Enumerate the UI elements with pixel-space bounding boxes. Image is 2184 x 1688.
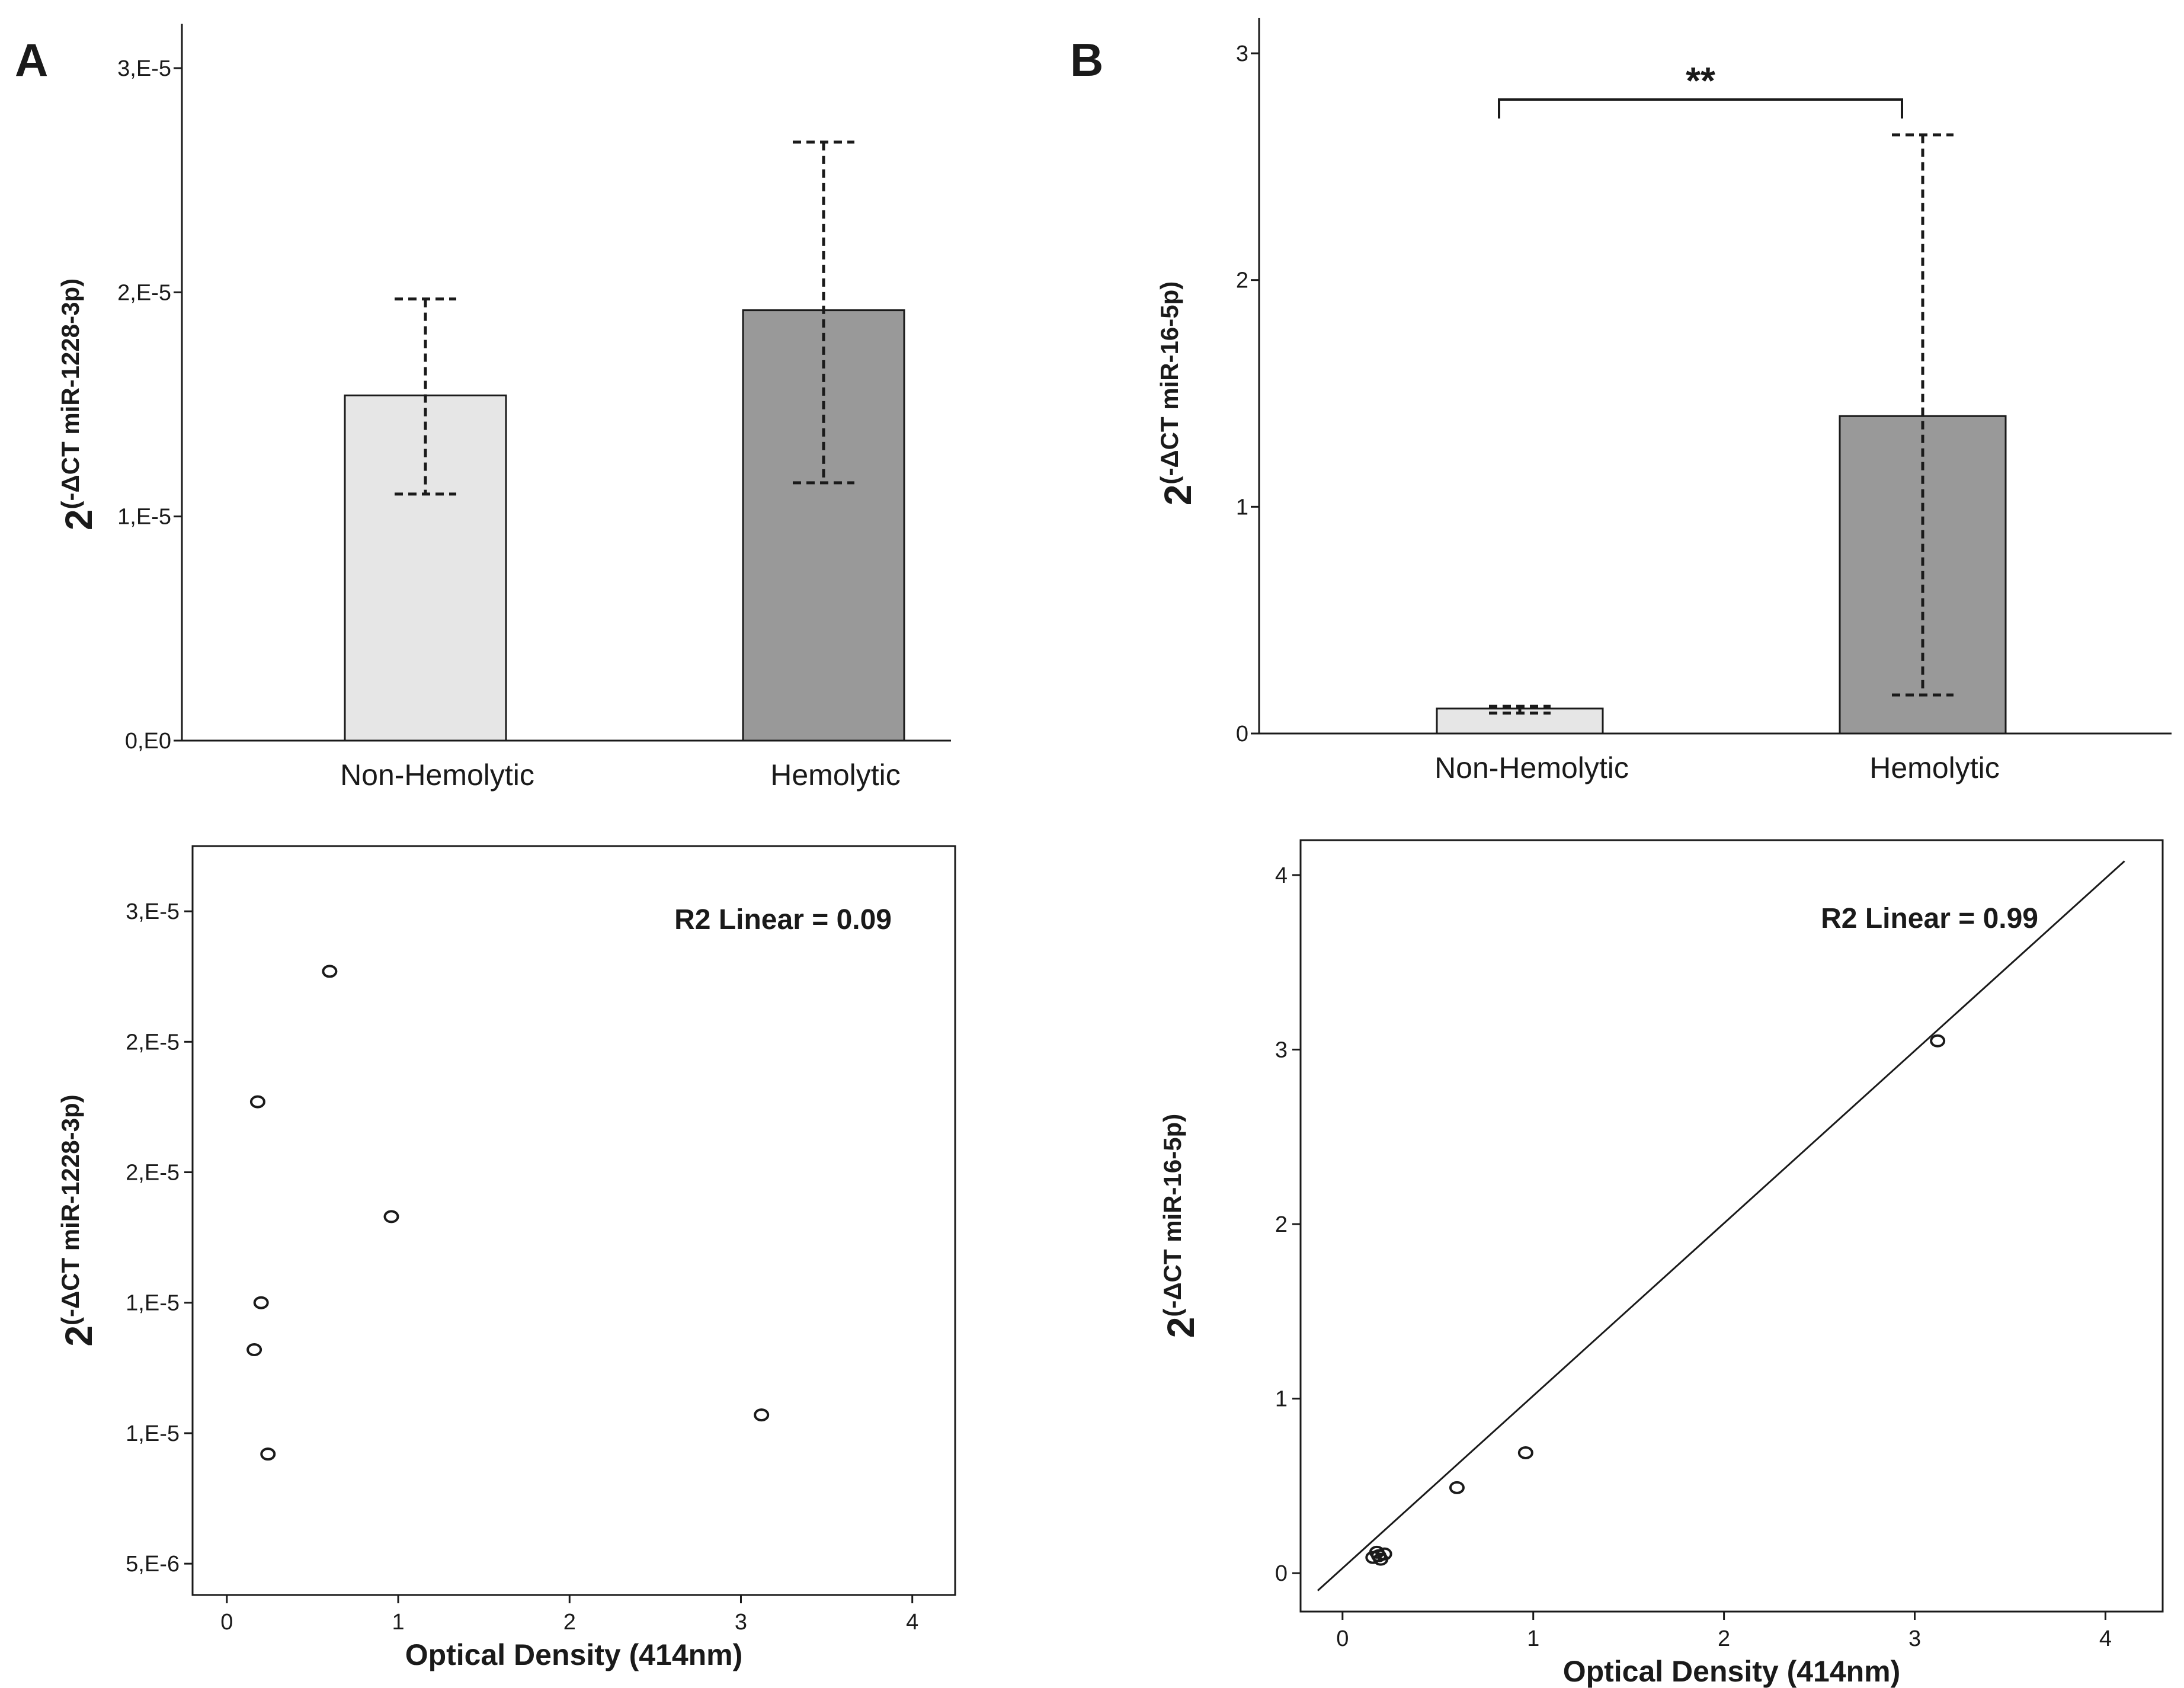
y-tick-label: 3 [1236, 41, 1248, 66]
y-tick-label: 1,E-5 [126, 1421, 180, 1446]
data-point [1517, 1446, 1533, 1459]
y-axis-title-base: 2 [57, 1325, 100, 1347]
y-tick-label: 5,E-6 [126, 1552, 180, 1577]
data-point [1930, 1034, 1946, 1048]
panel-label-b: B [1070, 34, 1103, 86]
y-tick-label: 2 [1236, 268, 1248, 293]
y-tick-label: 2,E-5 [117, 280, 171, 305]
y-tick-label: 1 [1236, 495, 1248, 520]
y-axis-title-superscript: (-ΔCT miR-1228-3p) [56, 278, 84, 510]
y-tick-label: 3 [1275, 1037, 1288, 1062]
data-point [249, 1095, 265, 1109]
y-tick-label: 0,E0 [125, 729, 171, 754]
y-axis-title: 2(-ΔCT miR-1228-3p) [56, 278, 100, 530]
y-axis-title-superscript: (-ΔCT miR-16-5p) [1155, 281, 1183, 485]
x-tick-label: 2 [1718, 1626, 1730, 1651]
bar [344, 394, 507, 742]
x-tick-label: 2 [563, 1610, 576, 1635]
y-tick-label: 0 [1236, 722, 1248, 747]
x-axis-title: Optical Density (414nm) [405, 1638, 743, 1671]
data-point [1449, 1481, 1465, 1494]
y-axis-title-base: 2 [1160, 1317, 1202, 1338]
x-tick-label: 3 [735, 1610, 747, 1635]
y-tick-label: 2,E-5 [126, 1030, 180, 1055]
x-category-label: Non-Hemolytic [340, 758, 534, 792]
fit-line [1317, 860, 2125, 1591]
y-tick-label: 0 [1275, 1561, 1288, 1586]
y-tick-label: 1,E-5 [117, 505, 171, 530]
data-point [754, 1408, 770, 1422]
data-point [253, 1296, 269, 1309]
data-point [383, 1210, 399, 1223]
y-axis-title: 2(-ΔCT miR-16-5p) [1155, 281, 1199, 505]
x-tick-label: 1 [1527, 1626, 1539, 1651]
plot-frame [191, 845, 956, 1596]
x-category-label: Hemolytic [1869, 751, 1999, 784]
x-tick-label: 4 [906, 1610, 918, 1635]
y-axis-title-superscript: (-ΔCT miR-16-5p) [1158, 1114, 1186, 1317]
y-axis-title-base: 2 [1157, 485, 1199, 506]
data-point [246, 1343, 262, 1357]
chart-a-bar: 0,E0 1,E-5 2,E-5 3,E-5 Non-Hemolytic Hemolyti… [56, 24, 951, 792]
x-category-label: Hemolytic [770, 758, 900, 792]
y-tick-label: 4 [1275, 863, 1288, 888]
y-tick-label: 2 [1275, 1212, 1288, 1237]
y-tick-label: 1,E-5 [126, 1291, 180, 1316]
chart-b-scatter: 0 1 2 3 4 0 1 2 3 4 R2 Linear = 0.99 Optical Densit… [1158, 839, 2164, 1688]
y-tick-label: 2,E-5 [126, 1161, 180, 1186]
x-tick-label: 3 [1908, 1626, 1921, 1651]
x-tick-label: 1 [392, 1610, 404, 1635]
chart-a-scatter: 0 1 2 3 4 5,E-6 1,E-5 1,E-5 2,E-5 2,E-5 3,E-5 R2 Li… [56, 845, 956, 1671]
x-tick-label: 0 [220, 1610, 233, 1635]
significance-marker: ** [1686, 59, 1715, 102]
y-tick-label: 3,E-5 [126, 899, 180, 924]
significance-bracket [1498, 98, 1903, 118]
panel-label-a: A [15, 34, 48, 86]
data-point [1370, 1549, 1386, 1562]
r2-annotation: R2 Linear = 0.99 [1821, 903, 2038, 934]
x-category-label: Non-Hemolytic [1434, 751, 1629, 784]
x-tick-label: 0 [1336, 1626, 1349, 1651]
y-tick-label: 1 [1275, 1387, 1288, 1412]
y-tick-label: 3,E-5 [117, 56, 171, 81]
x-axis-title: Optical Density (414nm) [1563, 1655, 1901, 1688]
r2-annotation: R2 Linear = 0.09 [674, 904, 892, 936]
y-axis-title: 2(-ΔCT miR-1228-3p) [56, 1094, 100, 1346]
data-point [260, 1447, 276, 1461]
y-axis-title-superscript: (-ΔCT miR-1228-3p) [56, 1094, 84, 1325]
x-tick-label: 4 [2099, 1626, 2112, 1651]
y-axis-title-base: 2 [57, 509, 100, 530]
plot-frame [1299, 839, 2164, 1613]
y-axis-title: 2(-ΔCT miR-16-5p) [1158, 1114, 1202, 1338]
data-point [322, 965, 338, 978]
